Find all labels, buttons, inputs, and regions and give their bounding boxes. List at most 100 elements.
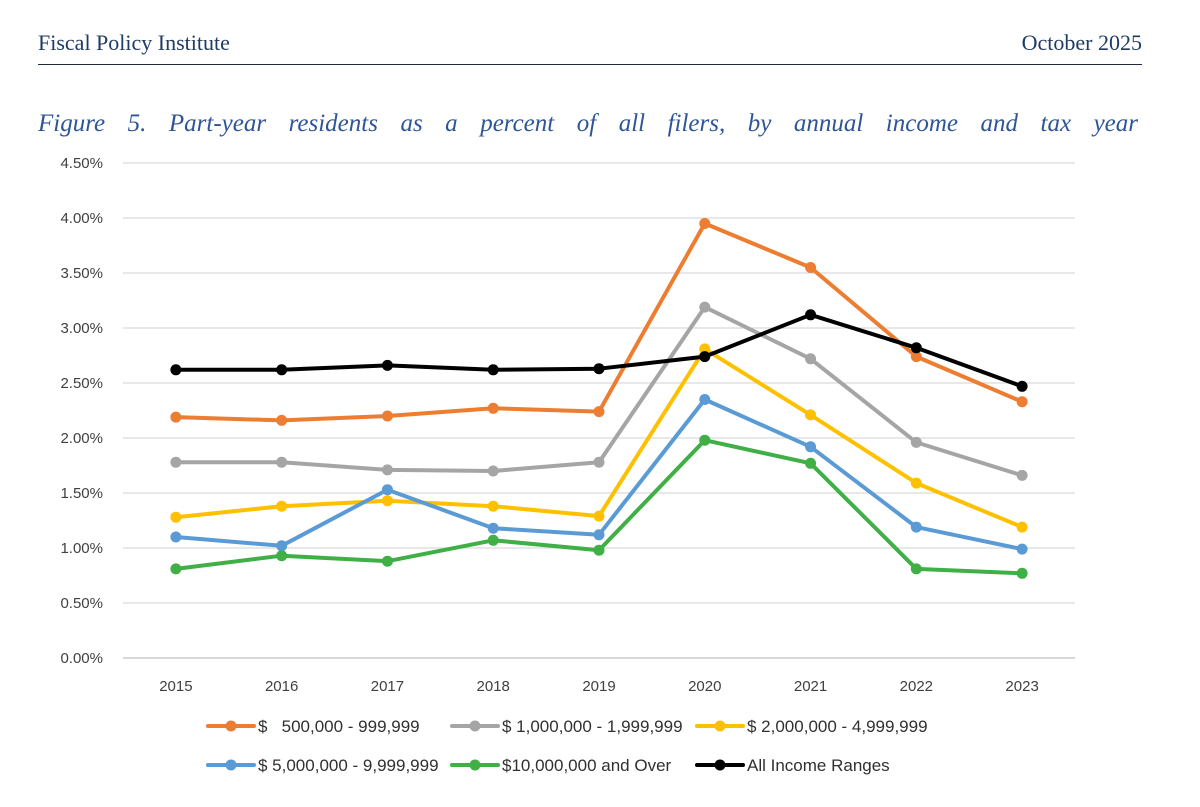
data-point (805, 441, 817, 453)
y-tick-label: 1.00% (60, 540, 103, 557)
series-line (173, 397, 1025, 552)
data-point (381, 495, 393, 507)
data-point (1016, 543, 1028, 555)
data-point (593, 544, 605, 556)
legend-item: $ 5,000,000 - 9,999,999 (206, 756, 439, 775)
data-point (699, 434, 711, 446)
legend-swatch-marker (469, 759, 481, 771)
legend-item: $ 500,000 - 999,999 (206, 717, 420, 736)
data-point (381, 464, 393, 476)
legend-item: $10,000,000 and Over (450, 756, 672, 775)
legend-swatch-marker (714, 720, 726, 732)
data-point (276, 456, 288, 468)
data-point (276, 364, 288, 376)
data-point (381, 484, 393, 496)
data-point (910, 563, 922, 575)
series-lines (170, 218, 1028, 579)
legend-item: $ 2,000,000 - 4,999,999 (695, 717, 928, 736)
x-tick-label: 2020 (688, 678, 721, 695)
data-point (487, 465, 499, 477)
data-point (381, 359, 393, 371)
series-group (170, 343, 1028, 533)
y-tick-label: 2.00% (60, 430, 103, 447)
legend-label: $ 2,000,000 - 4,999,999 (747, 717, 928, 736)
y-tick-label: 3.00% (60, 320, 103, 337)
legend-swatch-marker (225, 720, 237, 732)
org-name: Fiscal Policy Institute (38, 30, 230, 55)
data-point (910, 342, 922, 354)
data-point (170, 364, 182, 376)
data-point (170, 456, 182, 468)
data-point (805, 309, 817, 321)
series-group (170, 309, 1028, 392)
x-tick-label: 2017 (371, 678, 404, 695)
data-point (699, 218, 711, 229)
legend-label: $ 500,000 - 999,999 (258, 717, 420, 736)
series-line (173, 312, 1025, 389)
legend-item: All Income Ranges (695, 756, 890, 775)
y-tick-label: 4.50% (60, 155, 103, 172)
legend-label: $10,000,000 and Over (502, 756, 672, 775)
x-tick-label: 2019 (582, 678, 615, 695)
y-axis: 0.00% 0.50% 1.00% 1.50% 2.00% 2.50% 3.00% 3.50%… (60, 155, 103, 667)
y-tick-label: 1.50% (60, 485, 103, 502)
data-point (805, 457, 817, 469)
series-group (170, 218, 1028, 426)
x-tick-label: 2022 (900, 678, 933, 695)
data-point (805, 409, 817, 421)
data-point (593, 406, 605, 418)
data-point (910, 521, 922, 533)
data-point (805, 353, 817, 365)
data-point (487, 534, 499, 546)
data-point (170, 531, 182, 543)
data-point (593, 510, 605, 522)
data-point (1016, 380, 1028, 392)
data-point (910, 351, 922, 363)
legend-item: $ 1,000,000 - 1,999,999 (450, 717, 683, 736)
y-tick-label: 0.50% (60, 595, 103, 612)
legend: $ 500,000 - 999,999 $ 1,000,000 - 1,999,9… (206, 717, 928, 775)
data-point (1016, 521, 1028, 533)
data-point (170, 511, 182, 523)
series-group (170, 301, 1028, 481)
series-line (173, 221, 1025, 423)
data-point (170, 563, 182, 575)
data-point (593, 456, 605, 468)
y-tick-label: 3.50% (60, 265, 103, 282)
legend-label: All Income Ranges (747, 756, 890, 775)
data-point (593, 363, 605, 375)
data-point (699, 394, 711, 405)
legend-label: $ 5,000,000 - 9,999,999 (258, 756, 439, 775)
data-point (805, 262, 817, 273)
x-tick-label: 2015 (159, 678, 192, 695)
data-point (1016, 396, 1028, 408)
data-point (487, 402, 499, 414)
data-point (276, 500, 288, 512)
data-point (699, 343, 711, 355)
data-point (276, 414, 288, 426)
data-point (487, 522, 499, 534)
data-point (699, 301, 711, 313)
legend-swatch-marker (714, 759, 726, 771)
gridlines (123, 162, 1075, 659)
series-group (170, 394, 1028, 555)
data-point (487, 364, 499, 376)
data-point (1016, 469, 1028, 481)
x-tick-label: 2018 (477, 678, 510, 695)
data-point (699, 351, 711, 363)
y-tick-label: 2.50% (60, 375, 103, 392)
x-tick-label: 2021 (794, 678, 827, 695)
data-point (1016, 567, 1028, 579)
data-point (593, 529, 605, 541)
data-point (170, 411, 182, 423)
data-point (381, 410, 393, 422)
x-axis: 2015 2016 2017 2018 2019 2020 2021 2022 2023 (159, 678, 1039, 695)
data-point (276, 550, 288, 562)
data-point (381, 555, 393, 567)
page-header: Fiscal Policy Institute October 2025 (38, 30, 1142, 65)
data-point (487, 500, 499, 512)
legend-swatch-marker (225, 759, 237, 771)
x-tick-label: 2016 (265, 678, 298, 695)
y-tick-label: 0.00% (60, 650, 103, 667)
